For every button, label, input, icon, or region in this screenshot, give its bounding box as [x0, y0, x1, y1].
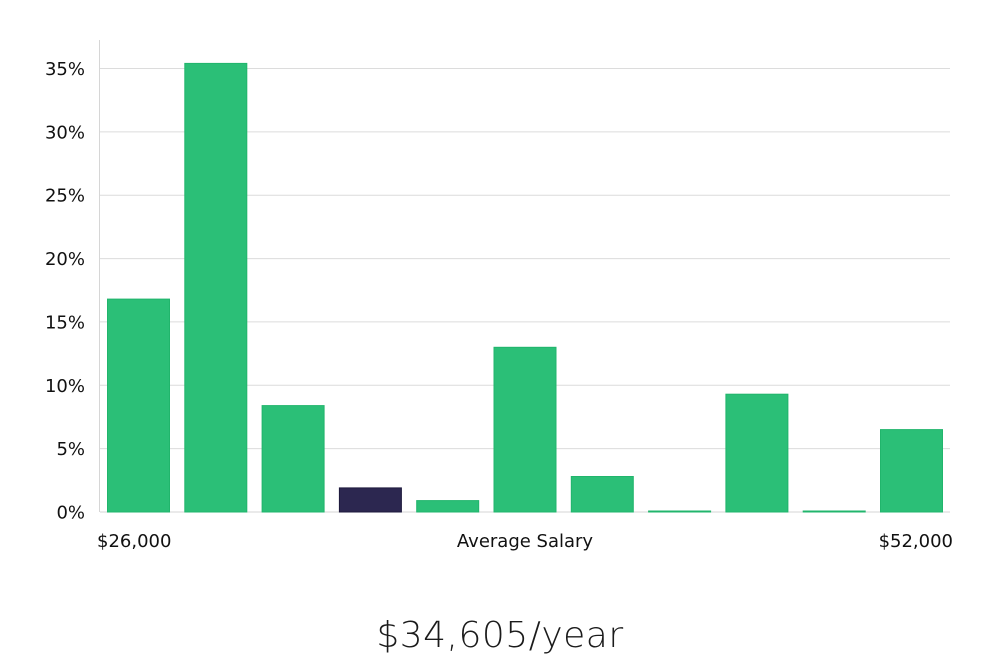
bar	[107, 298, 170, 513]
salary-distribution-chart: 0% 5% 10% 15% 20% 25% 30% 35% $26,000 Average S…	[45, 40, 953, 552]
bar	[184, 62, 248, 513]
bar	[416, 500, 480, 513]
y-tick-label: 5%	[56, 439, 85, 460]
y-tick-label: 0%	[56, 503, 85, 524]
y-tick-label: 30%	[45, 122, 85, 143]
y-axis-ticks: 0% 5% 10% 15% 20% 25% 30% 35%	[45, 59, 85, 524]
bar	[802, 510, 866, 513]
bar-highlighted	[338, 487, 402, 513]
average-salary-value: $34,605/year	[376, 615, 624, 656]
y-tick-label: 10%	[45, 376, 85, 397]
bar	[880, 429, 943, 513]
y-tick-label: 25%	[45, 186, 85, 207]
bar	[725, 393, 789, 513]
bar	[570, 476, 634, 513]
bar	[648, 510, 712, 513]
bar	[261, 405, 325, 513]
x-axis-title: Average Salary	[457, 531, 594, 552]
y-tick-label: 15%	[45, 312, 85, 333]
y-tick-label: 20%	[45, 249, 85, 270]
x-end-label: $52,000	[879, 531, 953, 552]
bar	[493, 346, 557, 513]
y-tick-label: 35%	[45, 59, 85, 80]
bars	[107, 62, 943, 513]
x-start-label: $26,000	[97, 531, 171, 552]
